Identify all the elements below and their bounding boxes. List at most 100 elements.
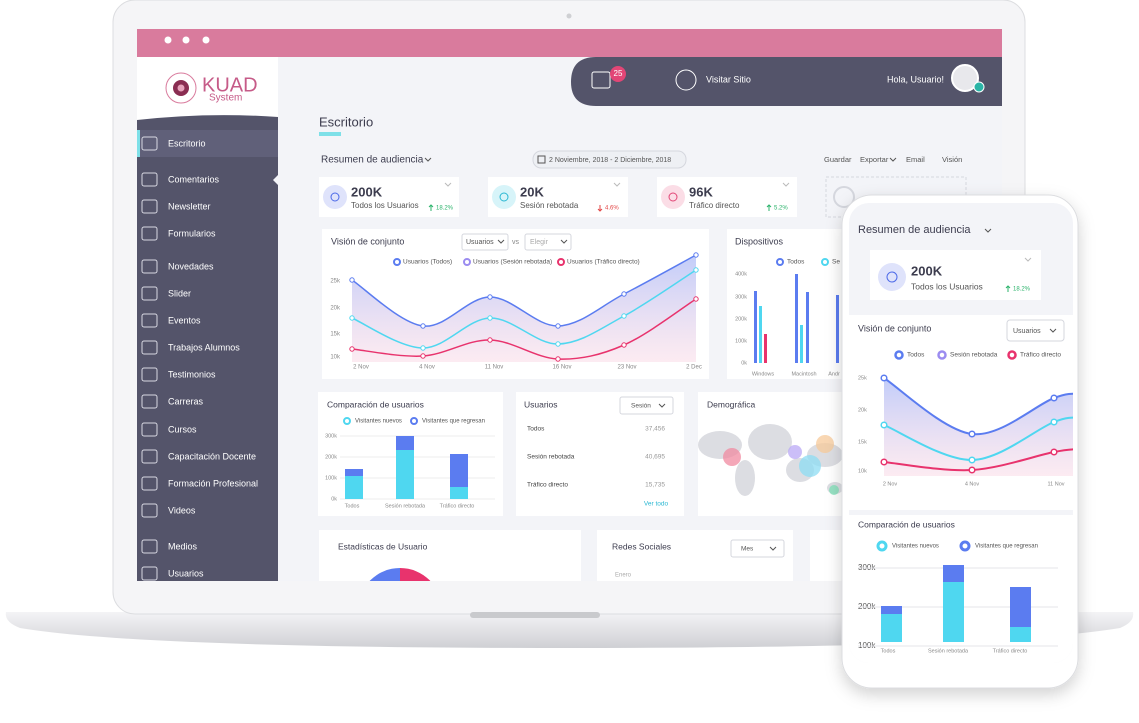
line-point (349, 315, 355, 321)
menu-item: Medios (168, 541, 198, 551)
legend-marker (894, 350, 904, 360)
chevron (769, 546, 777, 551)
bar (1010, 587, 1031, 627)
x-tick-label: 23 Nov (617, 365, 636, 371)
menu-icon (141, 199, 158, 214)
line (351, 269, 697, 349)
x-tick-label: Andr (828, 371, 840, 377)
line-point (487, 315, 493, 321)
select (524, 233, 572, 251)
legend-text: Usuarios (Todos) (403, 259, 452, 266)
top-header (571, 57, 1002, 106)
stat-icon (661, 185, 685, 209)
menu-icon (141, 394, 158, 409)
title-underline (319, 132, 341, 136)
bar (800, 325, 803, 363)
select-text: Sesión (631, 403, 651, 410)
line-point (968, 456, 976, 464)
visit-link: Visitar Sitio (706, 74, 751, 84)
stat-label: Todos los Usuarios (911, 281, 983, 291)
active-marker (137, 130, 140, 157)
card-title: Usuarios (524, 399, 558, 409)
window-dot (164, 36, 172, 44)
devices-card (727, 229, 857, 379)
menu-item: Capacitación Docente (168, 451, 256, 461)
row-label: Tráfico directo (527, 482, 568, 489)
legend-text: Visitantes que regresan (422, 419, 485, 425)
menu-item: Eventos (168, 315, 201, 325)
menu-icon (141, 340, 158, 355)
row-value: 40,695 (645, 454, 665, 461)
menu-item: Comentarios (168, 174, 220, 184)
y-tick-label: 25k (858, 375, 867, 381)
line-point (968, 430, 976, 438)
line (883, 416, 1073, 462)
y-tick-label: 400k (735, 271, 747, 277)
line-point (487, 294, 493, 300)
row-label: Todos (527, 426, 545, 433)
legend-marker (959, 540, 971, 552)
line-point (1050, 418, 1058, 426)
menu-icon (141, 539, 158, 554)
card-title: Visión de conjunto (331, 236, 404, 246)
menu-item: Cursos (168, 424, 197, 434)
stat-icon (492, 185, 516, 209)
status-dot (973, 81, 985, 93)
stat-value: 200K (911, 263, 943, 278)
legend-marker (393, 258, 401, 266)
x-tick-label: Windows (752, 371, 775, 377)
toolbar-action: Visión (942, 155, 962, 164)
bar (795, 274, 798, 363)
card-title: Comparación de usuarios (327, 399, 424, 409)
x-tick-label: 4 Nov (965, 481, 980, 487)
select-text: Elegir (530, 239, 549, 246)
menu-item: Formularios (168, 228, 216, 238)
stat-icon (323, 185, 347, 209)
add-icon (833, 186, 855, 208)
y-tick-label: 100k (735, 338, 747, 344)
toolbar-action: Exportar (860, 155, 889, 164)
menu-icon (141, 422, 158, 437)
menu-icon (141, 566, 158, 581)
legend-text: Visitantes que regresan (975, 544, 1038, 550)
x-tick-label: 16 Nov (552, 365, 571, 371)
line (883, 448, 1073, 472)
legend-text: Visitantes nuevos (892, 544, 939, 550)
greeting: Hola, Usuario! (887, 74, 944, 84)
laptop-notch (470, 612, 600, 618)
section-title: Resumen de audiencia (858, 224, 971, 236)
card-title: Visión de conjunto (858, 323, 931, 333)
menu-icon (141, 476, 158, 491)
trend-arrow (1005, 285, 1011, 292)
bar (836, 295, 839, 363)
x-tick-label: Macintosh (791, 371, 816, 377)
line-point (487, 337, 493, 343)
toolbar-action: Email (906, 155, 925, 164)
menu-item: Carreras (168, 396, 204, 406)
menu-item: Usuarios (168, 568, 204, 578)
map-bubble (816, 435, 834, 453)
menu-item: Escritorio (168, 138, 206, 148)
menu-item: Newsletter (168, 201, 211, 211)
legend-marker (937, 350, 947, 360)
menu-item: Novedades (168, 261, 214, 271)
legend-text: Usuarios (Sesión rebotada) (473, 259, 552, 266)
legend-text: Todos (787, 259, 805, 266)
menu-icon (141, 503, 158, 518)
line-point (420, 323, 426, 329)
stat-change: 18.2% (436, 206, 454, 212)
stat-change: 18.2% (1013, 287, 1031, 293)
line-point (420, 353, 426, 359)
bar (881, 614, 902, 642)
line-point (968, 466, 976, 474)
legend-text: Usuarios (Tráfico directo) (567, 259, 640, 266)
stat-icon-glyph (330, 192, 340, 202)
logo-pupil (177, 84, 185, 92)
y-tick-label: 10k (858, 468, 867, 474)
x-tick-label: 11 Nov (1047, 481, 1064, 487)
map-bubble (829, 485, 839, 495)
x-tick-label: 2 Dec (686, 365, 702, 371)
y-tick-label: 100k (325, 475, 337, 481)
